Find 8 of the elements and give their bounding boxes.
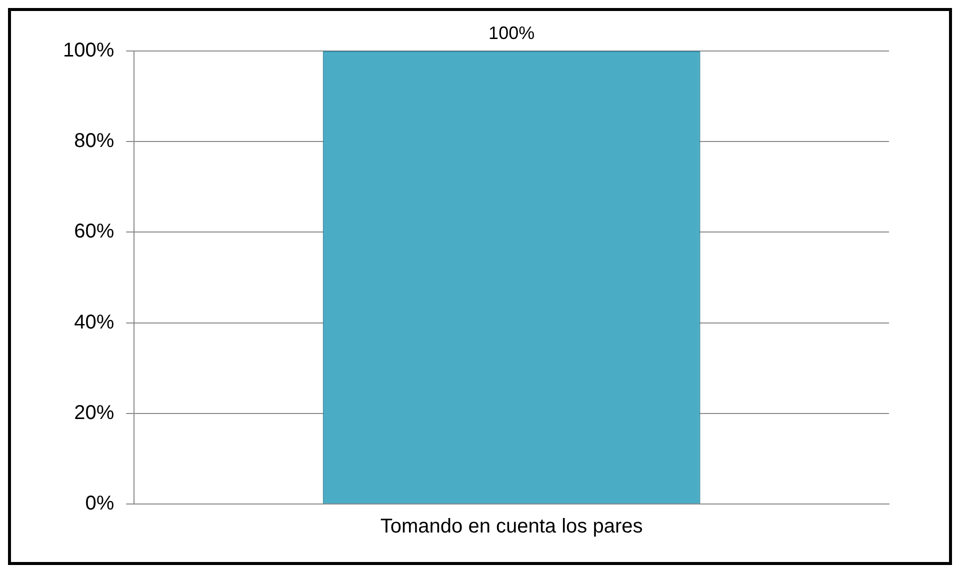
y-tick-label: 40%	[74, 311, 114, 334]
y-tick-label: 0%	[85, 492, 114, 515]
y-tick-label: 20%	[74, 402, 114, 424]
y-tick-label: 60%	[74, 220, 114, 243]
x-tick-label: Tomando en cuenta los pares	[380, 516, 643, 538]
y-tick-label: 100%	[62, 40, 114, 62]
data-label: 100%	[488, 22, 535, 43]
y-tick-label: 80%	[74, 130, 114, 152]
